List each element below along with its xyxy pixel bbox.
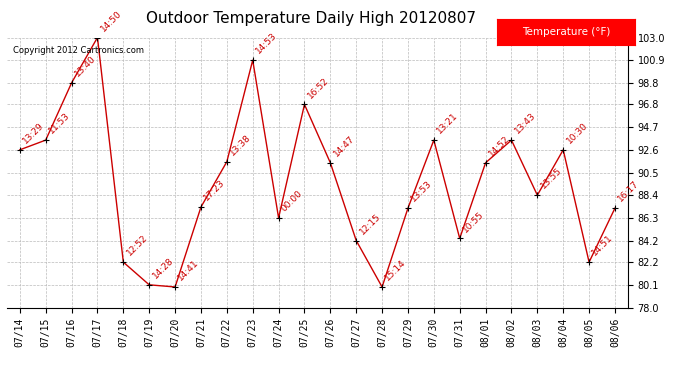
- Text: 16:52: 16:52: [306, 76, 331, 100]
- Text: Outdoor Temperature Daily High 20120807: Outdoor Temperature Daily High 20120807: [146, 11, 475, 26]
- Text: 15:14: 15:14: [384, 258, 408, 283]
- Text: 13:29: 13:29: [21, 121, 46, 146]
- Text: 13:43: 13:43: [513, 111, 538, 136]
- Text: Temperature (°F): Temperature (°F): [522, 27, 610, 37]
- Text: 13:38: 13:38: [228, 133, 253, 158]
- Text: 14:50: 14:50: [99, 9, 124, 33]
- Text: 13:21: 13:21: [435, 111, 460, 136]
- Text: 14:41: 14:41: [177, 258, 201, 283]
- Text: 14:28: 14:28: [150, 256, 175, 280]
- Text: 00:00: 00:00: [280, 189, 304, 213]
- Text: 14:47: 14:47: [332, 134, 356, 159]
- Text: 14:53: 14:53: [254, 31, 279, 56]
- Text: 12:52: 12:52: [125, 233, 149, 258]
- Text: 14:52: 14:52: [487, 134, 511, 159]
- Text: 13:40: 13:40: [73, 54, 97, 78]
- Text: 14:51: 14:51: [591, 233, 615, 258]
- Text: 10:55: 10:55: [461, 209, 486, 234]
- Text: 13:55: 13:55: [539, 166, 563, 191]
- Text: Copyright 2012 Cartronics.com: Copyright 2012 Cartronics.com: [13, 46, 144, 55]
- Text: 12:15: 12:15: [357, 211, 382, 236]
- Text: 11:53: 11:53: [47, 111, 72, 136]
- Text: 10:30: 10:30: [564, 121, 589, 146]
- Text: 17:23: 17:23: [202, 178, 227, 203]
- Text: 13:53: 13:53: [409, 179, 434, 204]
- Text: 16:17: 16:17: [616, 179, 641, 204]
